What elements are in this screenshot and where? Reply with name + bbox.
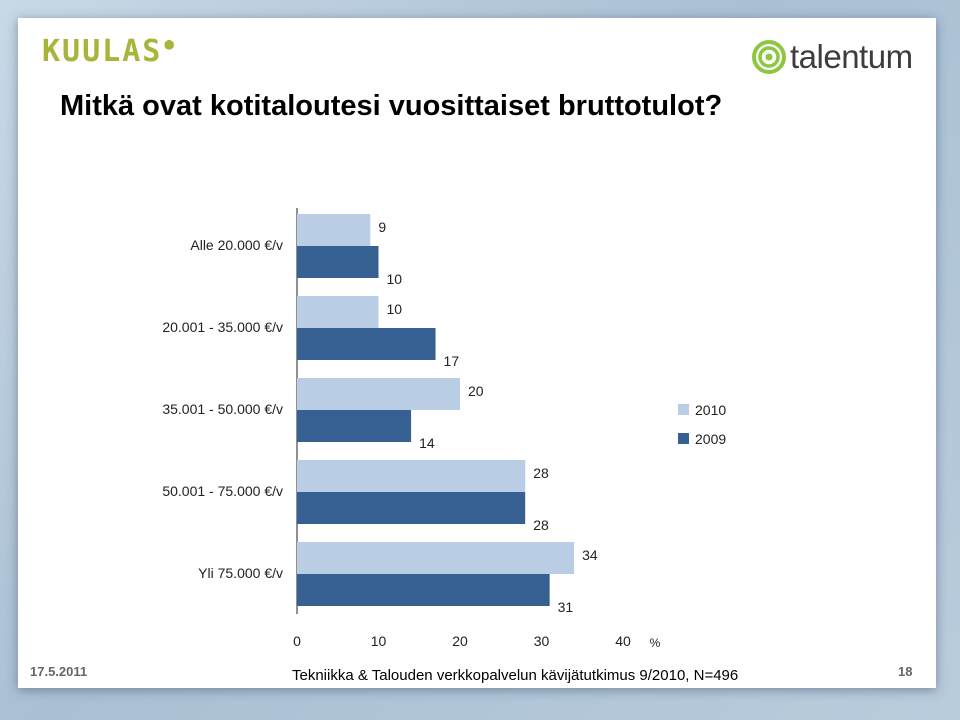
x-tick-label: 10 [371, 633, 387, 649]
kuulas-logo-text: KUULAS [42, 34, 163, 69]
bar-2009 [297, 492, 526, 524]
bar-2009 [297, 574, 550, 606]
bar-2010 [297, 460, 526, 492]
footer-source: Tekniikka & Talouden verkkopalvelun kävi… [292, 667, 739, 684]
data-label-2009: 14 [419, 435, 435, 451]
x-unit-label: % [650, 636, 661, 650]
data-label-2010: 20 [468, 383, 484, 399]
footer-date: 17.5.2011 [30, 664, 88, 679]
bar-2009 [297, 328, 436, 360]
data-label-2010: 10 [387, 301, 403, 317]
category-label: Alle 20.000 €/v [190, 237, 283, 253]
bar-2010 [297, 378, 460, 410]
talentum-logo: talentum [752, 38, 913, 76]
data-label-2010: 34 [582, 547, 598, 563]
slide: KUULAS ● talentum Mitkä ovat kotitaloutes… [18, 18, 936, 688]
talentum-ring-icon [752, 40, 786, 74]
income-bar-chart: Alle 20.000 €/v 9 10 20.001 - 35.000 €/v 10 1… [162, 208, 726, 650]
legend-swatch-2009 [678, 433, 689, 444]
kuulas-logo: KUULAS ● [42, 34, 176, 69]
x-tick-label: 40 [615, 633, 631, 649]
bar-2010 [297, 296, 379, 328]
x-tick-label: 30 [534, 633, 550, 649]
data-label-2009: 17 [444, 353, 460, 369]
category-label: Yli 75.000 €/v [198, 565, 283, 581]
category-label: 35.001 - 50.000 €/v [162, 401, 283, 417]
legend-swatch-2010 [678, 404, 689, 415]
talentum-logo-text: talentum [790, 38, 913, 75]
data-label-2010: 9 [378, 219, 386, 235]
x-tick-label: 20 [452, 633, 468, 649]
category-label: 20.001 - 35.000 €/v [162, 319, 283, 335]
page-number: 18 [898, 664, 913, 679]
bar-2010 [297, 542, 575, 574]
bar-2009 [297, 246, 379, 278]
kuulas-star-icon: ● [164, 34, 177, 53]
bar-2010 [297, 214, 371, 246]
data-label-2010: 28 [533, 465, 549, 481]
legend-label-2009: 2009 [695, 431, 726, 447]
category-label: 50.001 - 75.000 €/v [162, 483, 283, 499]
bar-2009 [297, 410, 412, 442]
data-label-2009: 10 [387, 271, 403, 287]
slide-title: Mitkä ovat kotitaloutesi vuosittaiset br… [60, 90, 723, 122]
legend-label-2010: 2010 [695, 402, 726, 418]
data-label-2009: 28 [533, 517, 549, 533]
x-tick-label: 0 [293, 633, 301, 649]
data-label-2009: 31 [558, 599, 574, 615]
